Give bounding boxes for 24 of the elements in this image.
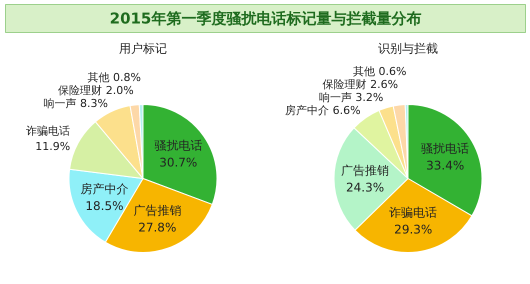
chart-subtitle: 用户标记	[119, 42, 167, 56]
slice-label: 响一声 3.2%	[318, 91, 384, 104]
data-label: 30.7%	[159, 155, 198, 170]
data-label: 29.3%	[394, 222, 432, 236]
text: 2015年第一季度骚扰电话标记量与拦截量分布	[110, 10, 422, 28]
data-label: 11.9%	[35, 140, 70, 154]
slice-label: 房产中介 6.6%	[285, 104, 361, 118]
slice-label: 广告推销	[341, 164, 390, 178]
data-label: 18.5%	[85, 198, 124, 213]
data-label: 24.3%	[346, 180, 384, 194]
slice-label: 骚扰电话	[154, 138, 202, 153]
slice-label: 其他 0.8%	[87, 70, 141, 84]
slice-label: 广告推销	[133, 204, 182, 218]
slice-label: 保险理财 2.0%	[58, 84, 134, 97]
slice-label: 保险理财 2.6%	[322, 78, 398, 92]
slice-label: 诈骗电话	[389, 206, 438, 220]
slice-label: 其他 0.6%	[352, 65, 406, 78]
slice-label: 响一声 8.3%	[44, 96, 108, 110]
data-label: 27.8%	[138, 220, 176, 234]
slice-label: 骚扰电话	[421, 142, 470, 156]
slice-label: 诈骗电话	[26, 124, 70, 138]
chart-subtitle: 识别与拦截	[378, 42, 438, 56]
slice-label: 房产中介	[80, 182, 128, 196]
data-label: 33.4%	[426, 158, 464, 173]
